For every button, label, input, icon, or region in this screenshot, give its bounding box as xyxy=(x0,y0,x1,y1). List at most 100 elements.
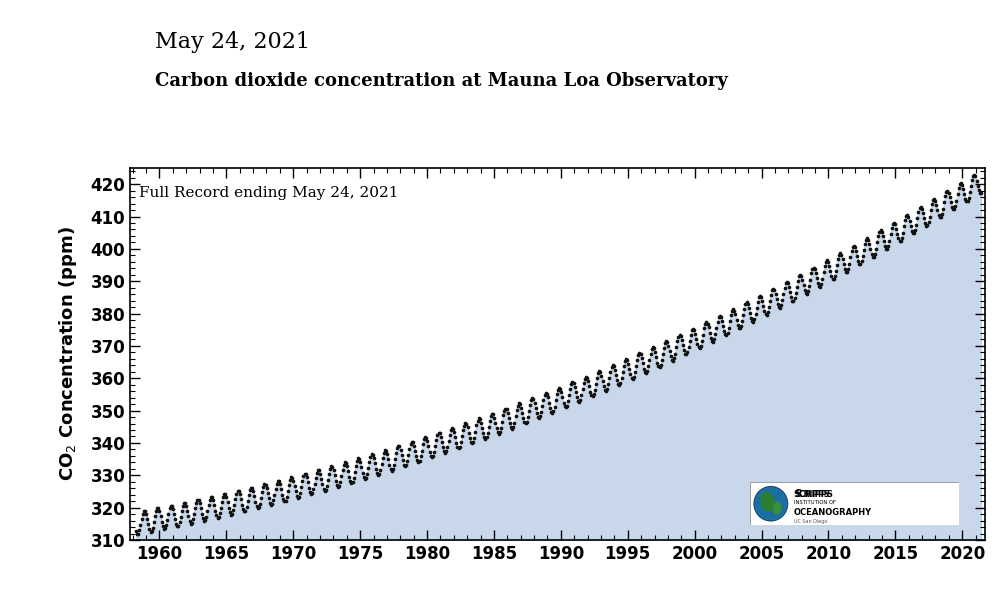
Point xyxy=(964,175,980,184)
Point xyxy=(351,454,367,464)
Point xyxy=(678,350,694,359)
Point xyxy=(223,510,239,520)
Point xyxy=(281,480,297,490)
Point xyxy=(202,495,218,505)
Point xyxy=(422,447,438,457)
Point xyxy=(438,446,454,456)
Point xyxy=(541,398,557,407)
Point xyxy=(903,221,919,231)
Point xyxy=(857,239,873,248)
Point xyxy=(299,472,315,482)
Point xyxy=(220,497,236,507)
Point xyxy=(820,257,836,267)
Point xyxy=(868,244,884,253)
Point xyxy=(340,466,356,476)
Point xyxy=(524,394,540,403)
Point xyxy=(551,383,567,392)
Point xyxy=(580,376,596,386)
Point xyxy=(789,282,805,292)
Point xyxy=(408,451,424,461)
Point xyxy=(258,480,274,490)
Point xyxy=(922,212,938,222)
Point xyxy=(609,376,625,385)
Point xyxy=(467,427,483,436)
Point xyxy=(252,499,268,509)
Point xyxy=(291,492,307,502)
Point xyxy=(842,253,858,262)
Point xyxy=(782,287,798,297)
Point xyxy=(885,220,901,229)
Point xyxy=(314,479,330,489)
Point xyxy=(465,437,481,446)
Point xyxy=(495,410,511,420)
Point xyxy=(828,266,844,276)
Point xyxy=(637,367,653,377)
Point xyxy=(528,403,544,413)
Point xyxy=(210,513,226,523)
Point xyxy=(322,464,338,473)
Point xyxy=(844,247,860,256)
Point xyxy=(513,403,529,413)
Point xyxy=(324,462,340,472)
Point xyxy=(375,453,391,463)
Point xyxy=(865,252,881,262)
Point xyxy=(711,313,727,322)
Point xyxy=(360,463,376,473)
Point xyxy=(966,170,982,179)
Point xyxy=(618,355,634,364)
Point xyxy=(829,260,845,269)
Point xyxy=(284,473,300,482)
Point xyxy=(703,333,719,343)
Point xyxy=(512,400,528,409)
Point xyxy=(357,474,373,484)
Point xyxy=(287,481,303,491)
Point xyxy=(491,429,507,439)
Point xyxy=(251,503,267,512)
Point xyxy=(383,464,399,473)
Point xyxy=(797,286,813,295)
Point xyxy=(537,390,553,400)
Point xyxy=(184,518,200,528)
Point xyxy=(221,503,237,512)
Point xyxy=(878,244,894,254)
Point xyxy=(889,229,905,238)
Point xyxy=(630,350,646,360)
Point xyxy=(167,514,183,524)
Point xyxy=(620,359,636,369)
Point xyxy=(290,493,306,503)
Point xyxy=(484,409,500,418)
Point xyxy=(445,424,461,433)
Point xyxy=(559,401,575,410)
Point xyxy=(206,500,222,510)
Point xyxy=(557,401,573,411)
Point xyxy=(951,183,967,193)
Point xyxy=(624,373,640,383)
Point xyxy=(954,180,970,190)
Point xyxy=(162,503,178,513)
Point xyxy=(807,265,823,274)
Point xyxy=(345,477,361,487)
Point xyxy=(667,349,683,358)
Point xyxy=(196,516,212,526)
Point xyxy=(934,209,950,219)
Point xyxy=(186,509,202,519)
Point xyxy=(639,366,655,376)
Point xyxy=(856,245,872,254)
Point xyxy=(676,346,692,355)
Point xyxy=(141,524,157,534)
Point xyxy=(791,272,807,281)
Point xyxy=(412,456,428,466)
Point xyxy=(132,520,148,530)
Point xyxy=(607,365,623,374)
Point xyxy=(691,343,707,352)
Point xyxy=(144,526,160,536)
Point xyxy=(568,387,584,397)
Point xyxy=(655,349,671,358)
Point xyxy=(449,442,465,451)
Point xyxy=(405,437,421,447)
Point xyxy=(454,431,470,441)
Point xyxy=(558,403,574,412)
Point xyxy=(347,467,363,477)
Point xyxy=(249,501,265,511)
Point xyxy=(787,293,803,303)
